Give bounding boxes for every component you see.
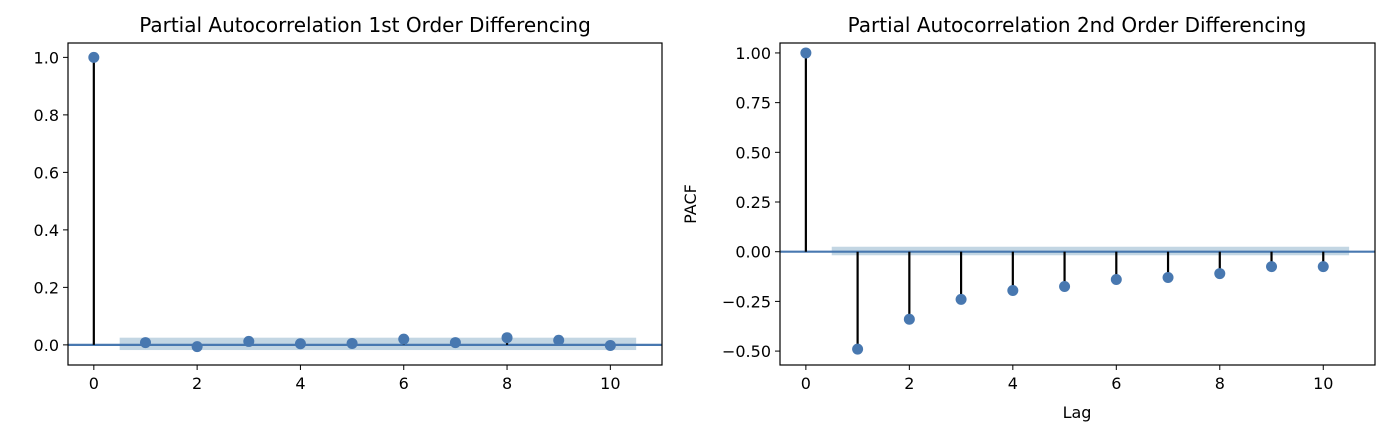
pacf-point: [852, 343, 864, 355]
x-tick-label: 8: [1215, 374, 1225, 393]
pacf-point: [1317, 261, 1329, 273]
pacf-point: [955, 293, 967, 305]
pacf-point: [903, 313, 915, 325]
y-tick-label: 0.4: [34, 221, 59, 240]
y-tick-label: 0.00: [735, 243, 771, 262]
pacf-point: [1059, 280, 1071, 292]
y-tick-label: 0.2: [34, 278, 59, 297]
x-tick-label: 8: [502, 374, 512, 393]
x-tick-label: 4: [295, 374, 305, 393]
x-tick-label: 6: [399, 374, 409, 393]
pacf-point: [1162, 272, 1174, 284]
x-tick-label: 10: [1313, 374, 1333, 393]
y-tick-label: 0.0: [34, 336, 59, 355]
pacf-point: [191, 341, 203, 353]
pacf-first-order-chart: Partial Autocorrelation 1st Order Differ…: [34, 13, 663, 393]
y-tick-label: 1.00: [735, 44, 771, 63]
y-tick-label: −0.50: [722, 342, 771, 361]
pacf-point: [449, 337, 461, 349]
chart-title: Partial Autocorrelation 1st Order Differ…: [139, 13, 591, 37]
pacf-point: [139, 337, 151, 349]
pacf-point: [1110, 274, 1122, 286]
pacf-point: [553, 334, 565, 346]
pacf-point: [88, 51, 100, 63]
chart-title: Partial Autocorrelation 2nd Order Differ…: [848, 13, 1307, 37]
pacf-point: [800, 47, 812, 59]
y-tick-label: −0.25: [722, 292, 771, 311]
x-tick-label: 4: [1008, 374, 1018, 393]
pacf-point: [346, 337, 358, 349]
pacf-point: [294, 338, 306, 350]
pacf-point: [1214, 268, 1226, 280]
y-tick-label: 1.0: [34, 48, 59, 67]
plot-frame: [67, 42, 663, 366]
y-axis-label: PACF: [681, 184, 700, 224]
pacf-point: [501, 332, 513, 344]
y-tick-label: 0.75: [735, 94, 771, 113]
x-tick-label: 0: [801, 374, 811, 393]
pacf-point: [398, 333, 410, 345]
x-axis-label: Lag: [1063, 403, 1092, 422]
plot-frame: [779, 42, 1376, 366]
y-tick-label: 0.25: [735, 193, 771, 212]
y-tick-label: 0.6: [34, 163, 59, 182]
pacf-point: [1266, 261, 1278, 273]
pacf-point: [1007, 284, 1019, 296]
pacf-second-order-chart: Partial Autocorrelation 2nd Order Differ…: [681, 13, 1376, 422]
pacf-point: [604, 339, 616, 351]
x-tick-label: 0: [89, 374, 99, 393]
x-tick-label: 2: [904, 374, 914, 393]
x-tick-label: 2: [192, 374, 202, 393]
x-tick-label: 10: [600, 374, 620, 393]
pacf-point: [243, 335, 255, 347]
y-tick-label: 0.8: [34, 106, 59, 125]
x-tick-label: 6: [1111, 374, 1121, 393]
y-tick-label: 0.50: [735, 143, 771, 162]
